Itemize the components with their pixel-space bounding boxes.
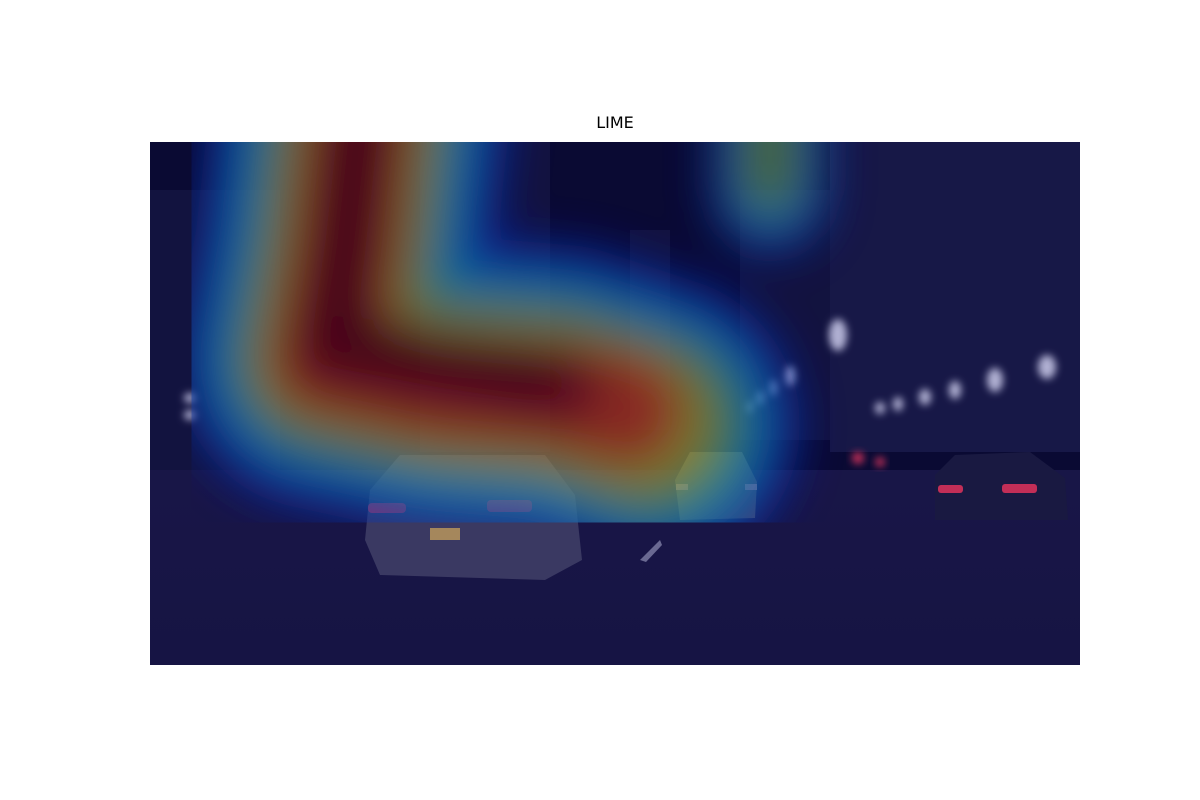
heatmap: [175, 142, 830, 575]
figure-title: LIME: [596, 113, 634, 132]
colormap-tint: [150, 142, 1080, 665]
image: [150, 142, 1080, 665]
